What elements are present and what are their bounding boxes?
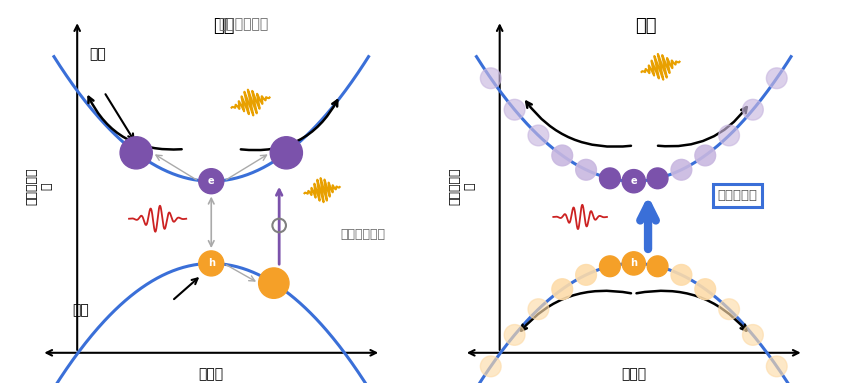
Text: エネルギー
｜: エネルギー ｜ [25, 168, 53, 205]
Circle shape [670, 160, 691, 180]
Circle shape [551, 279, 572, 300]
Circle shape [766, 356, 786, 377]
Circle shape [528, 299, 548, 319]
Circle shape [599, 168, 619, 189]
Circle shape [551, 145, 572, 166]
Circle shape [198, 169, 224, 194]
Circle shape [694, 145, 715, 166]
Circle shape [120, 137, 152, 169]
Circle shape [258, 268, 289, 298]
Text: 非線形励起: 非線形励起 [717, 189, 756, 202]
Circle shape [623, 171, 643, 192]
Circle shape [694, 279, 715, 300]
Circle shape [480, 68, 500, 89]
Circle shape [621, 170, 645, 193]
Circle shape [270, 137, 302, 169]
Circle shape [575, 264, 596, 285]
Circle shape [766, 68, 786, 89]
Circle shape [528, 125, 548, 146]
Text: e: e [208, 176, 214, 186]
Text: e: e [630, 176, 636, 186]
Circle shape [647, 168, 667, 189]
Circle shape [621, 252, 645, 275]
Circle shape [623, 253, 643, 274]
Circle shape [198, 251, 224, 276]
Circle shape [504, 99, 524, 120]
Text: 今回: 今回 [635, 17, 657, 35]
Circle shape [718, 125, 738, 146]
Text: 正孔: 正孔 [72, 303, 89, 317]
Text: 運動量: 運動量 [620, 367, 646, 381]
Text: h: h [630, 258, 636, 269]
Circle shape [742, 99, 762, 120]
Circle shape [647, 256, 667, 277]
Text: バンド内電流: バンド内電流 [218, 17, 268, 31]
Text: 電子: 電子 [89, 47, 106, 61]
Circle shape [480, 356, 500, 377]
Text: エネルギー
｜: エネルギー ｜ [447, 168, 475, 205]
Circle shape [575, 160, 596, 180]
Text: h: h [208, 258, 214, 269]
Text: 運動量: 運動量 [198, 367, 224, 381]
Circle shape [504, 325, 524, 345]
Circle shape [718, 299, 738, 319]
Text: バンド間分極: バンド間分極 [339, 228, 385, 241]
Circle shape [670, 264, 691, 285]
Text: 従来: 従来 [213, 17, 235, 35]
Circle shape [599, 256, 619, 277]
Circle shape [742, 325, 762, 345]
